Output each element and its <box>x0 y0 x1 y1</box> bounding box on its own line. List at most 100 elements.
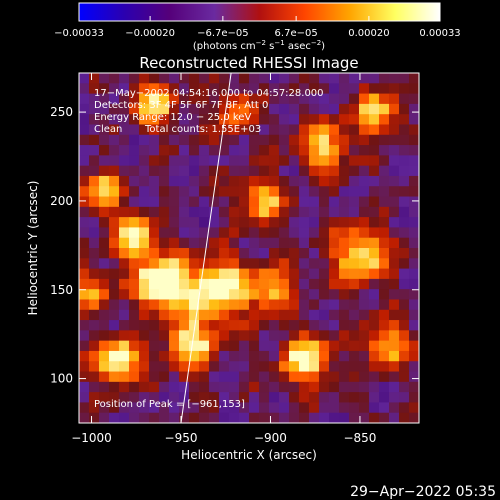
heatmap-cell <box>409 227 419 239</box>
heatmap-cell <box>169 145 180 156</box>
heatmap-cell <box>179 320 190 331</box>
heatmap-cell <box>309 392 320 404</box>
heatmap-cell <box>349 402 360 414</box>
heatmap-cell <box>259 402 270 414</box>
heatmap-cell <box>269 402 280 414</box>
heatmap-cell <box>109 402 120 414</box>
heatmap-cell <box>249 83 260 95</box>
heatmap-cell <box>79 134 90 146</box>
heatmap-cell <box>219 206 230 218</box>
heatmap-cell <box>339 114 350 126</box>
heatmap-cell <box>269 237 280 249</box>
heatmap-cell <box>179 412 190 423</box>
heatmap-cell <box>259 83 270 95</box>
heatmap-cell <box>119 350 130 362</box>
heatmap-cell <box>329 93 340 105</box>
heatmap-cell <box>349 103 360 115</box>
heatmap-cell <box>339 186 350 198</box>
heatmap-cell <box>399 309 410 321</box>
heatmap-cell <box>199 114 210 126</box>
heatmap-cell <box>99 248 110 259</box>
heatmap-cell <box>279 309 290 321</box>
heatmap-cell <box>169 227 180 239</box>
heatmap-cell <box>399 268 410 280</box>
heatmap-cell <box>199 124 210 136</box>
heatmap-cell <box>229 186 240 198</box>
heatmap-cell <box>309 258 320 270</box>
heatmap-cell <box>269 268 280 280</box>
heatmap-cell <box>409 278 419 290</box>
heatmap-cell <box>159 237 170 249</box>
heatmap-cell <box>249 289 260 301</box>
heatmap-cell <box>169 309 180 321</box>
heatmap-cell <box>199 155 210 167</box>
heatmap-cell <box>139 145 150 156</box>
heatmap-cell <box>229 258 240 270</box>
heatmap-cell <box>79 186 90 198</box>
heatmap-cell <box>339 330 350 342</box>
heatmap-cell <box>339 278 350 290</box>
heatmap-cell <box>259 103 270 115</box>
heatmap-cell <box>259 361 270 373</box>
heatmap-cell <box>189 175 200 187</box>
x-tick-label: −1000 <box>71 431 112 445</box>
heatmap-cell <box>79 412 90 423</box>
heatmap-cell <box>409 412 419 423</box>
heatmap-cell <box>299 103 310 115</box>
heatmap-cell <box>319 248 330 259</box>
heatmap-cell <box>299 299 310 311</box>
heatmap-cell <box>259 73 270 84</box>
heatmap-cell <box>249 278 260 290</box>
heatmap-cell <box>239 289 250 301</box>
colorbar-gradient <box>78 2 441 22</box>
heatmap-cell <box>189 299 200 311</box>
heatmap-cell <box>119 83 130 95</box>
heatmap-cell <box>379 268 390 280</box>
heatmap-cell <box>139 402 150 414</box>
heatmap-cell <box>219 83 230 95</box>
heatmap-cell <box>329 83 340 95</box>
heatmap-cell <box>409 392 419 404</box>
heatmap-cell <box>149 165 160 177</box>
heatmap-cell <box>79 155 90 167</box>
heatmap-cell <box>409 248 419 259</box>
heatmap-cell <box>229 227 240 239</box>
heatmap-cell <box>299 361 310 373</box>
heatmap-cell <box>249 361 260 373</box>
chart-title: Reconstructed RHESSI Image <box>139 54 358 72</box>
heatmap-cell <box>109 350 120 362</box>
heatmap-cell <box>349 330 360 342</box>
heatmap-cell <box>99 237 110 249</box>
heatmap-cell <box>179 196 190 208</box>
heatmap-cell <box>259 237 270 249</box>
heatmap-cell <box>169 83 180 95</box>
heatmap-cell <box>289 83 300 95</box>
heatmap-cell <box>319 175 330 187</box>
heatmap-cell <box>79 258 90 270</box>
heatmap-cell <box>199 83 210 95</box>
heatmap-cell <box>199 165 210 177</box>
heatmap-cell <box>199 320 210 331</box>
heatmap-cell <box>119 196 130 208</box>
heatmap-cell <box>299 155 310 167</box>
heatmap-cell <box>179 350 190 362</box>
heatmap-cell <box>79 124 90 136</box>
heatmap-cell <box>199 248 210 259</box>
heatmap-cell <box>379 93 390 105</box>
heatmap-cell <box>329 330 340 342</box>
heatmap-cell <box>379 114 390 126</box>
heatmap-cell <box>289 330 300 342</box>
heatmap-cell <box>349 340 360 352</box>
colorbar-ticks: −0.00033 −0.00020 −6.7e−05 6.7e−05 0.00020 0.… <box>54 16 461 39</box>
heatmap-cell <box>149 206 160 218</box>
heatmap-cell <box>369 371 380 383</box>
heatmap-cell <box>389 289 400 301</box>
heatmap-cell <box>379 124 390 136</box>
x-tick-label: −850 <box>343 431 376 445</box>
heatmap-cell <box>209 217 220 229</box>
heatmap-cell <box>229 165 240 177</box>
heatmap-cell <box>269 227 280 239</box>
heatmap-cell <box>239 134 250 146</box>
heatmap-cell <box>359 155 370 167</box>
heatmap-cell <box>109 412 120 423</box>
